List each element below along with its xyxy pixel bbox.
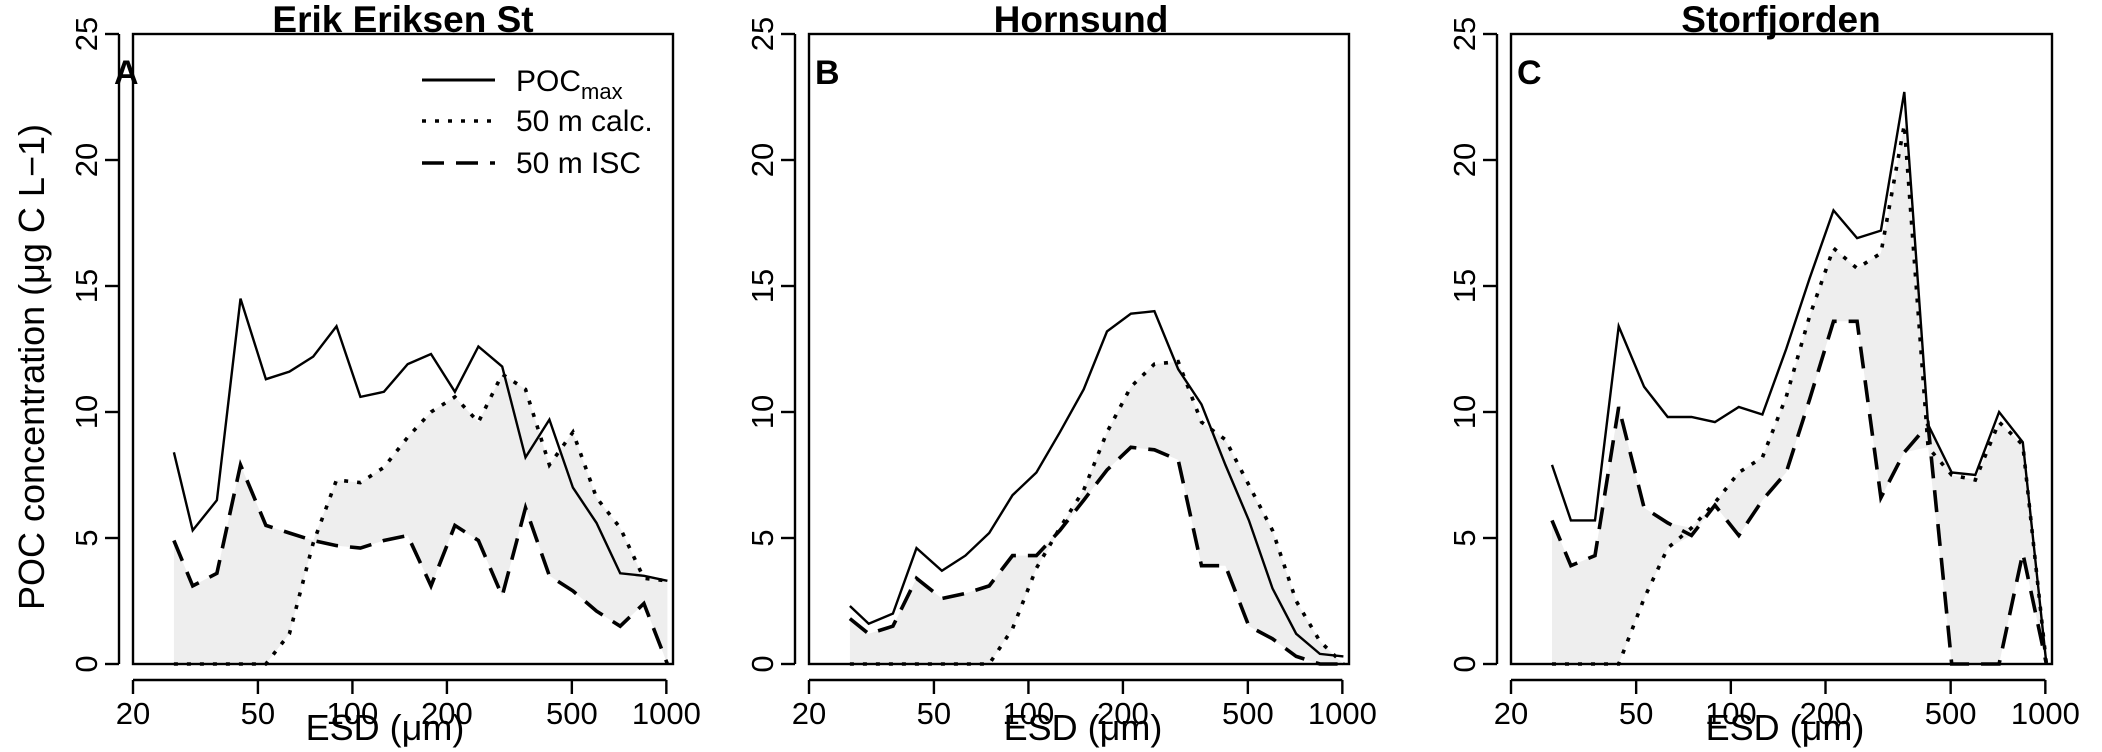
x-tick-label: 200 [421,696,473,731]
y-tick-label: 25 [69,17,104,51]
x-tick-label: 500 [1925,696,1977,731]
legend: POCmax 50 m calc. 50 m ISC [422,65,653,180]
x-tick-label: 1000 [2011,696,2080,731]
series-line-pocmax [1550,91,2048,665]
panel-title: Hornsund [994,0,1169,40]
series-line-50-m-isc [848,445,1344,666]
y-tick-label: 10 [1447,395,1482,429]
x-tick-label: 100 [1003,696,1055,731]
x-axis-label: ESD (μm) [306,707,465,748]
x-tick-label: 500 [546,696,598,731]
series-line-pocmax [172,298,668,582]
y-tick-label: 0 [69,655,104,672]
x-tick-label: 500 [1222,696,1274,731]
series-line-pocmax [849,309,1344,658]
plot-frame [131,32,675,666]
y-tick-label: 25 [1447,17,1482,51]
series-line-50-m-isc [172,458,670,665]
y-tick-label: 15 [69,269,104,303]
x-tick-label: 200 [1097,696,1149,731]
y-tick-label: 20 [1447,143,1482,177]
y-tick-label: 5 [745,529,780,546]
y-tick-label: 0 [745,655,780,672]
y-tick-label: 5 [69,529,104,546]
x-tick-label: 100 [1705,696,1757,731]
y-tick-label: 20 [745,143,780,177]
panel-a: 20 50 100 200 500 1000 0 5 10 15 20 25 Erik Eriksen… [11,0,701,748]
x-tick-label: 50 [241,696,275,731]
plot-frame [1509,32,2054,666]
y-tick-label: 25 [745,17,780,51]
panel-title: Erik Eriksen St [272,0,533,40]
legend-label-50m-calc: 50 m calc. [516,105,653,138]
x-tick-label: 20 [792,696,826,731]
y-tick-label: 10 [745,395,780,429]
y-tick-label: 5 [1447,529,1482,546]
panel-title: Storfjorden [1681,0,1880,40]
y-tick-label: 10 [69,395,104,429]
shaded-region [1552,124,2047,664]
panel-b: 20 50 100 200 500 1000 0 5 10 15 20 25 Hornsund B E… [745,0,1377,748]
x-tick-label: 20 [1494,696,1528,731]
shaded-region [849,361,1344,664]
y-tick-label: 15 [1447,269,1482,303]
shaded-region [173,374,668,664]
y-tick-label: 15 [745,269,780,303]
y-tick-label: 0 [1447,655,1482,672]
x-tick-label: 50 [1619,696,1653,731]
legend-label-pocmax: POCmax [516,65,623,104]
y-tick-label: 20 [69,143,104,177]
panel-letter: A [114,54,139,92]
x-tick-label: 50 [917,696,951,731]
series-line-50-m-calc [1552,124,2049,666]
x-axis-label: ESD (μm) [1706,707,1865,748]
panel-letter: B [815,54,840,92]
x-tick-label: 200 [1800,696,1852,731]
y-axis-label: POC concentration (μg C L−1) [11,124,52,610]
panel-letter: C [1517,54,1542,92]
x-tick-label: 20 [116,696,150,731]
plot-frame [807,32,1351,666]
legend-label-50m-isc: 50 m ISC [516,147,641,180]
x-tick-label: 100 [327,696,379,731]
x-axis-label: ESD (μm) [1004,707,1163,748]
x-tick-label: 1000 [1308,696,1377,731]
x-tick-label: 1000 [632,696,701,731]
